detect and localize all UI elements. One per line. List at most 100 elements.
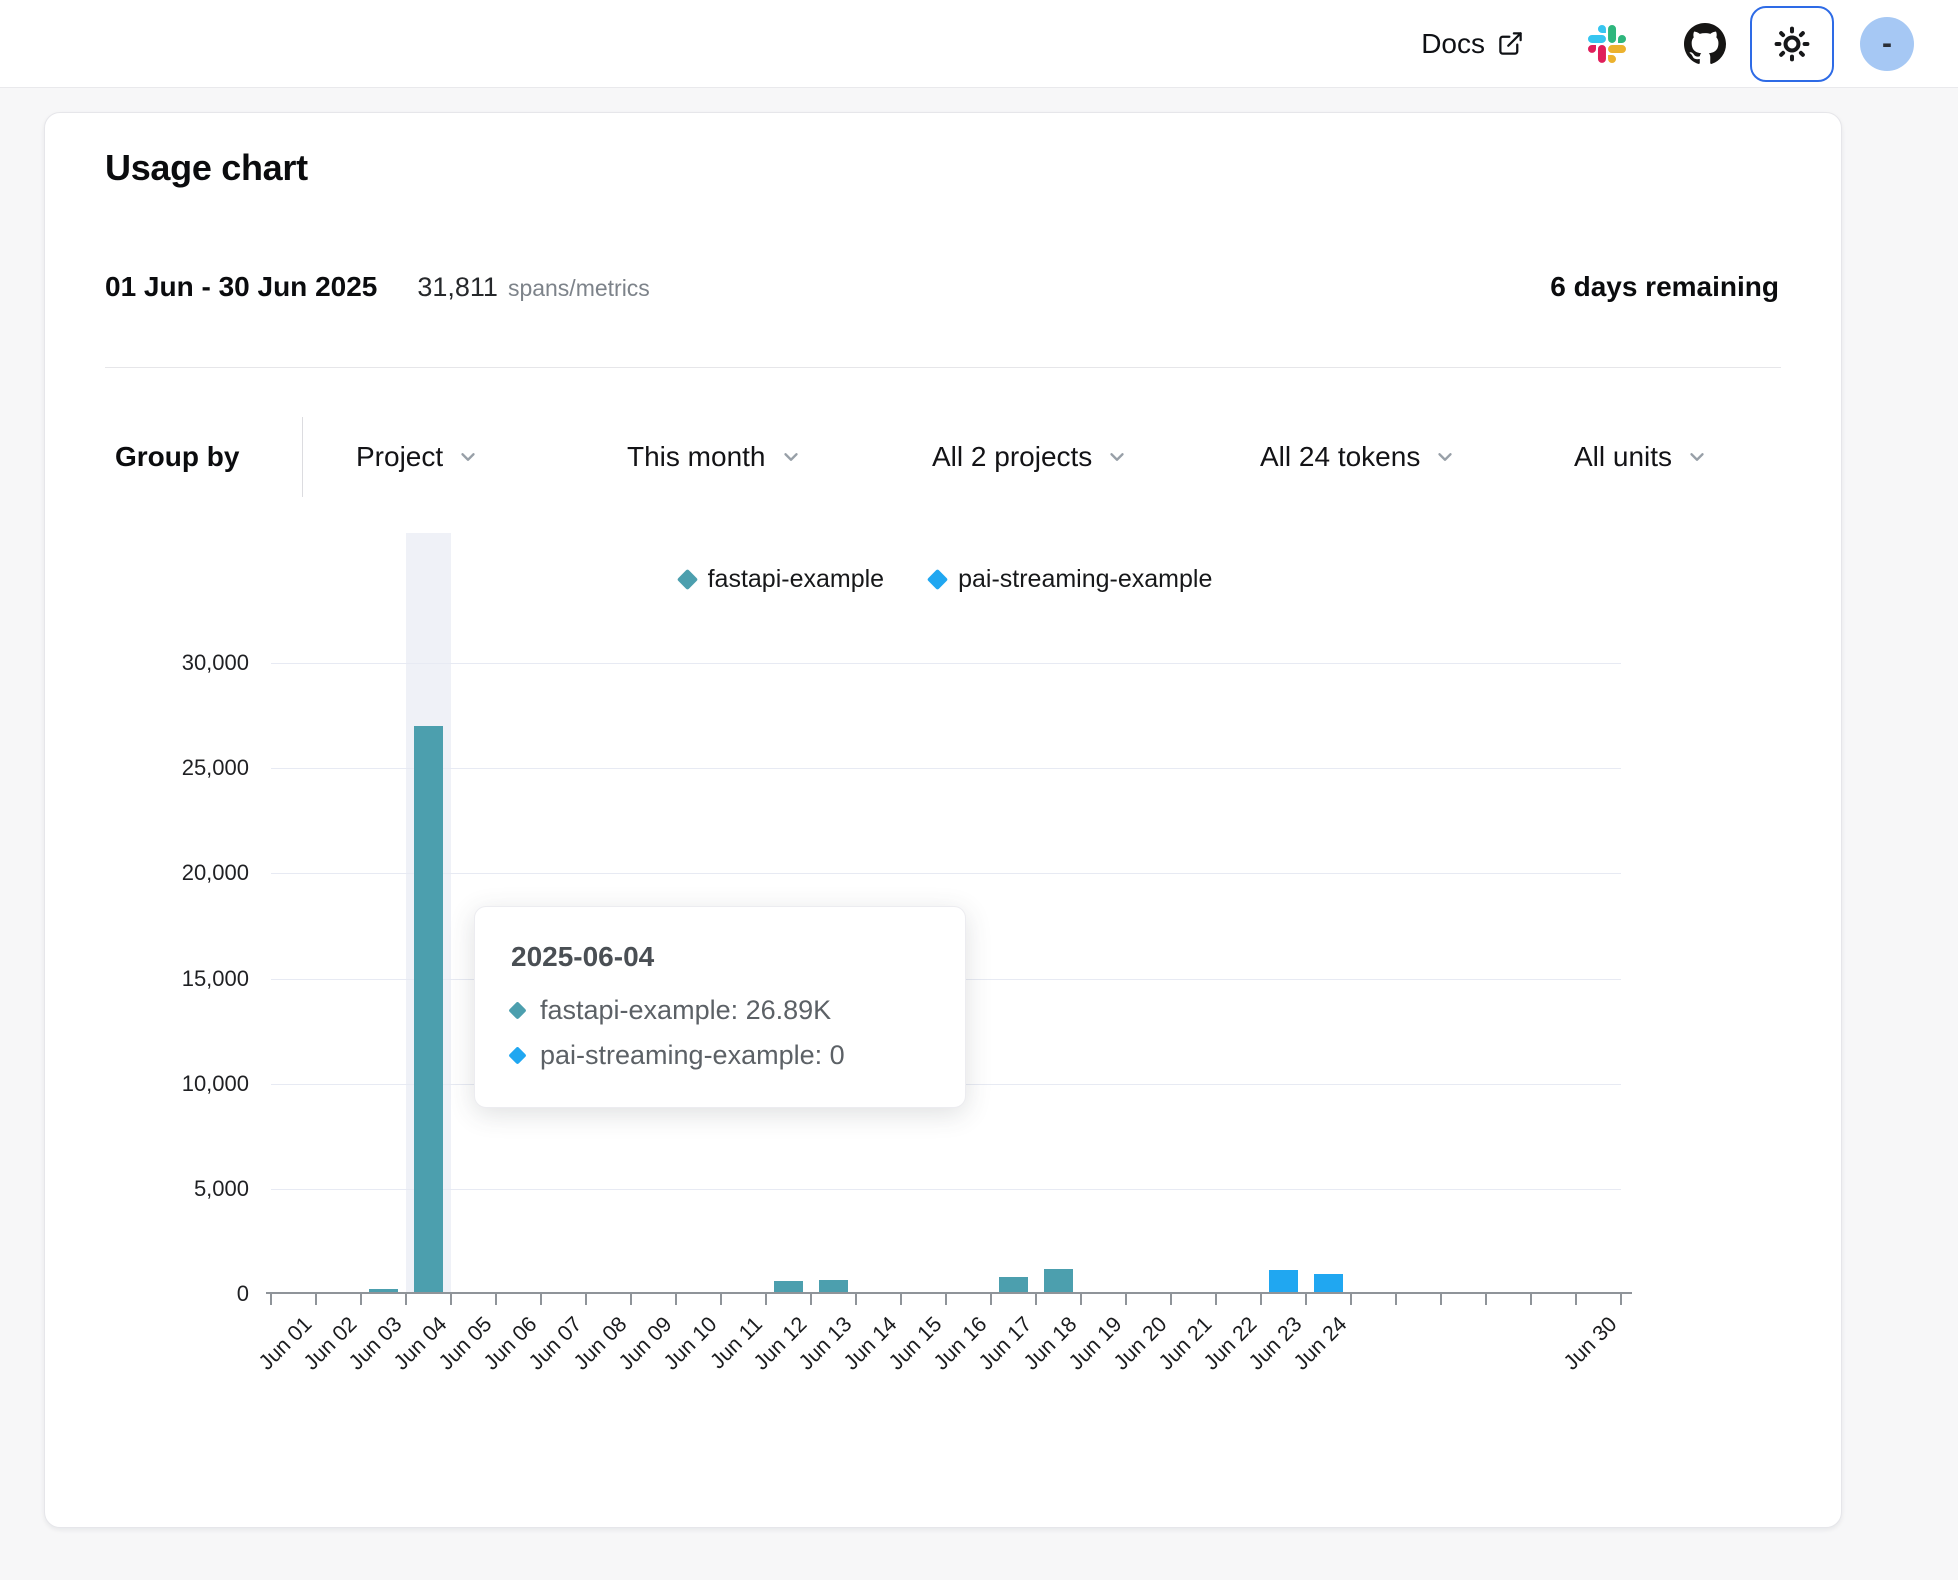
x-axis-tick <box>1575 1294 1577 1305</box>
y-axis-label: 0 <box>236 1281 249 1306</box>
x-axis-tick <box>270 1294 272 1305</box>
diamond-icon <box>926 568 949 591</box>
tooltip-row: fastapi-example: 26.89K <box>508 995 929 1026</box>
avatar-text: - <box>1882 26 1892 60</box>
x-axis-line <box>266 1292 1632 1294</box>
date-range: 01 Jun - 30 Jun 2025 <box>105 271 378 302</box>
y-axis-label: 10,000 <box>181 1070 249 1096</box>
x-axis-tick <box>945 1294 947 1305</box>
bar-jun-04[interactable] <box>413 726 444 1292</box>
group-by-dropdown[interactable]: Project <box>356 441 479 473</box>
github-icon[interactable] <box>1684 22 1726 65</box>
x-axis-tick <box>450 1294 452 1305</box>
x-axis-tick <box>990 1294 992 1305</box>
y-axis-label: 20,000 <box>181 860 249 886</box>
projects-dropdown[interactable]: All 2 projects <box>932 441 1128 473</box>
x-axis-tick <box>1080 1294 1082 1305</box>
chevron-down-icon <box>783 453 798 461</box>
chevron-down-icon <box>1110 453 1124 461</box>
vertical-divider <box>302 417 303 497</box>
x-axis-tick <box>1530 1294 1532 1305</box>
usage-unit: spans/metrics <box>507 275 650 301</box>
chevron-down-icon <box>1438 453 1452 461</box>
docs-link[interactable]: Docs <box>1421 28 1524 60</box>
tokens-dropdown-value: All 24 tokens <box>1260 441 1421 472</box>
tokens-dropdown[interactable]: All 24 tokens <box>1260 441 1456 473</box>
chevron-down-icon <box>1690 453 1704 461</box>
gridline <box>271 663 1621 664</box>
projects-dropdown-value: All 2 projects <box>932 441 1093 472</box>
diamond-icon <box>508 1001 527 1020</box>
x-axis-tick <box>1260 1294 1262 1305</box>
chart-tooltip: 2025-06-04 fastapi-example: 26.89K pai-s… <box>474 906 966 1108</box>
diamond-icon <box>508 1046 527 1065</box>
top-bar: Docs - <box>0 0 1958 88</box>
x-axis-tick <box>1350 1294 1352 1305</box>
x-axis-tick <box>765 1294 767 1305</box>
gridline <box>271 873 1621 875</box>
x-axis-tick <box>540 1294 542 1305</box>
tooltip-row-text: pai-streaming-example: 0 <box>540 1040 845 1070</box>
theme-toggle-button[interactable] <box>1750 5 1834 82</box>
x-axis-tick <box>315 1294 317 1305</box>
tooltip-row-text: fastapi-example: 26.89K <box>540 995 832 1025</box>
x-axis-tick <box>1395 1294 1397 1305</box>
x-axis-tick <box>1305 1294 1307 1305</box>
legend-label: pai-streaming-example <box>958 565 1213 593</box>
bar-jun-17[interactable] <box>998 1277 1029 1292</box>
divider <box>105 367 1781 368</box>
x-axis-tick <box>1215 1294 1217 1305</box>
external-link-icon <box>1499 32 1522 55</box>
gridline <box>271 1188 1621 1190</box>
time-range-dropdown[interactable]: This month <box>627 441 802 473</box>
x-axis-tick <box>855 1294 857 1305</box>
time-range-dropdown-value: This month <box>627 441 766 472</box>
x-axis-tick <box>405 1294 407 1305</box>
usage-bar-chart[interactable]: 0 5,000 10,000 15,000 20,000 25,000 30,000 Jun … <box>182 533 1632 1375</box>
units-dropdown-value: All units <box>1574 441 1673 472</box>
gridline <box>271 768 1621 770</box>
tooltip-date: 2025-06-04 <box>511 941 655 972</box>
x-axis-tick <box>1620 1294 1622 1305</box>
sun-icon <box>1774 26 1810 61</box>
y-axis-label: 15,000 <box>181 965 249 991</box>
docs-label: Docs <box>1421 27 1485 59</box>
avatar[interactable]: - <box>1860 16 1914 71</box>
x-axis-tick <box>675 1294 677 1305</box>
legend-item-fastapi-example[interactable]: fastapi-example <box>676 565 885 594</box>
x-axis-tick <box>1170 1294 1172 1305</box>
usage-count: 31,811 <box>417 272 498 302</box>
legend-label: fastapi-example <box>707 565 885 593</box>
page-title: Usage chart <box>105 147 308 188</box>
chart-legend: fastapi-example pai-streaming-example <box>271 565 1621 594</box>
bar-jun-23[interactable] <box>1268 1269 1299 1292</box>
legend-item-pai-streaming-example[interactable]: pai-streaming-example <box>926 565 1213 594</box>
diamond-icon <box>676 568 698 591</box>
units-dropdown[interactable]: All units <box>1574 441 1708 473</box>
filter-row: Group by Project This month All 2 projec… <box>45 417 1841 497</box>
bar-jun-24[interactable] <box>1313 1274 1344 1292</box>
bar-jun-03[interactable] <box>368 1289 399 1292</box>
chevron-down-icon <box>461 453 475 461</box>
y-axis-label: 30,000 <box>181 650 249 675</box>
y-axis-label: 5,000 <box>193 1175 249 1201</box>
bar-jun-13[interactable] <box>818 1280 849 1292</box>
x-axis-tick <box>1485 1294 1487 1305</box>
y-axis-label: 25,000 <box>181 755 249 781</box>
slack-icon[interactable] <box>1588 24 1626 63</box>
bar-jun-12[interactable] <box>773 1281 804 1292</box>
x-axis-tick <box>810 1294 812 1305</box>
usage-meta-row: 01 Jun - 30 Jun 2025 31,811 spans/metric… <box>105 271 1779 303</box>
group-by-label: Group by <box>115 441 240 472</box>
x-axis-tick <box>1125 1294 1127 1305</box>
x-axis-tick <box>720 1294 722 1305</box>
group-by-dropdown-value: Project <box>356 441 444 472</box>
x-axis-tick <box>585 1294 587 1305</box>
x-axis-tick <box>495 1294 497 1305</box>
x-axis-tick <box>1440 1294 1442 1305</box>
days-remaining: 6 days remaining <box>1550 271 1779 302</box>
x-axis-tick <box>1035 1294 1037 1305</box>
bar-jun-18[interactable] <box>1043 1268 1074 1292</box>
tooltip-row: pai-streaming-example: 0 <box>508 1040 929 1071</box>
x-axis-tick <box>630 1294 632 1305</box>
